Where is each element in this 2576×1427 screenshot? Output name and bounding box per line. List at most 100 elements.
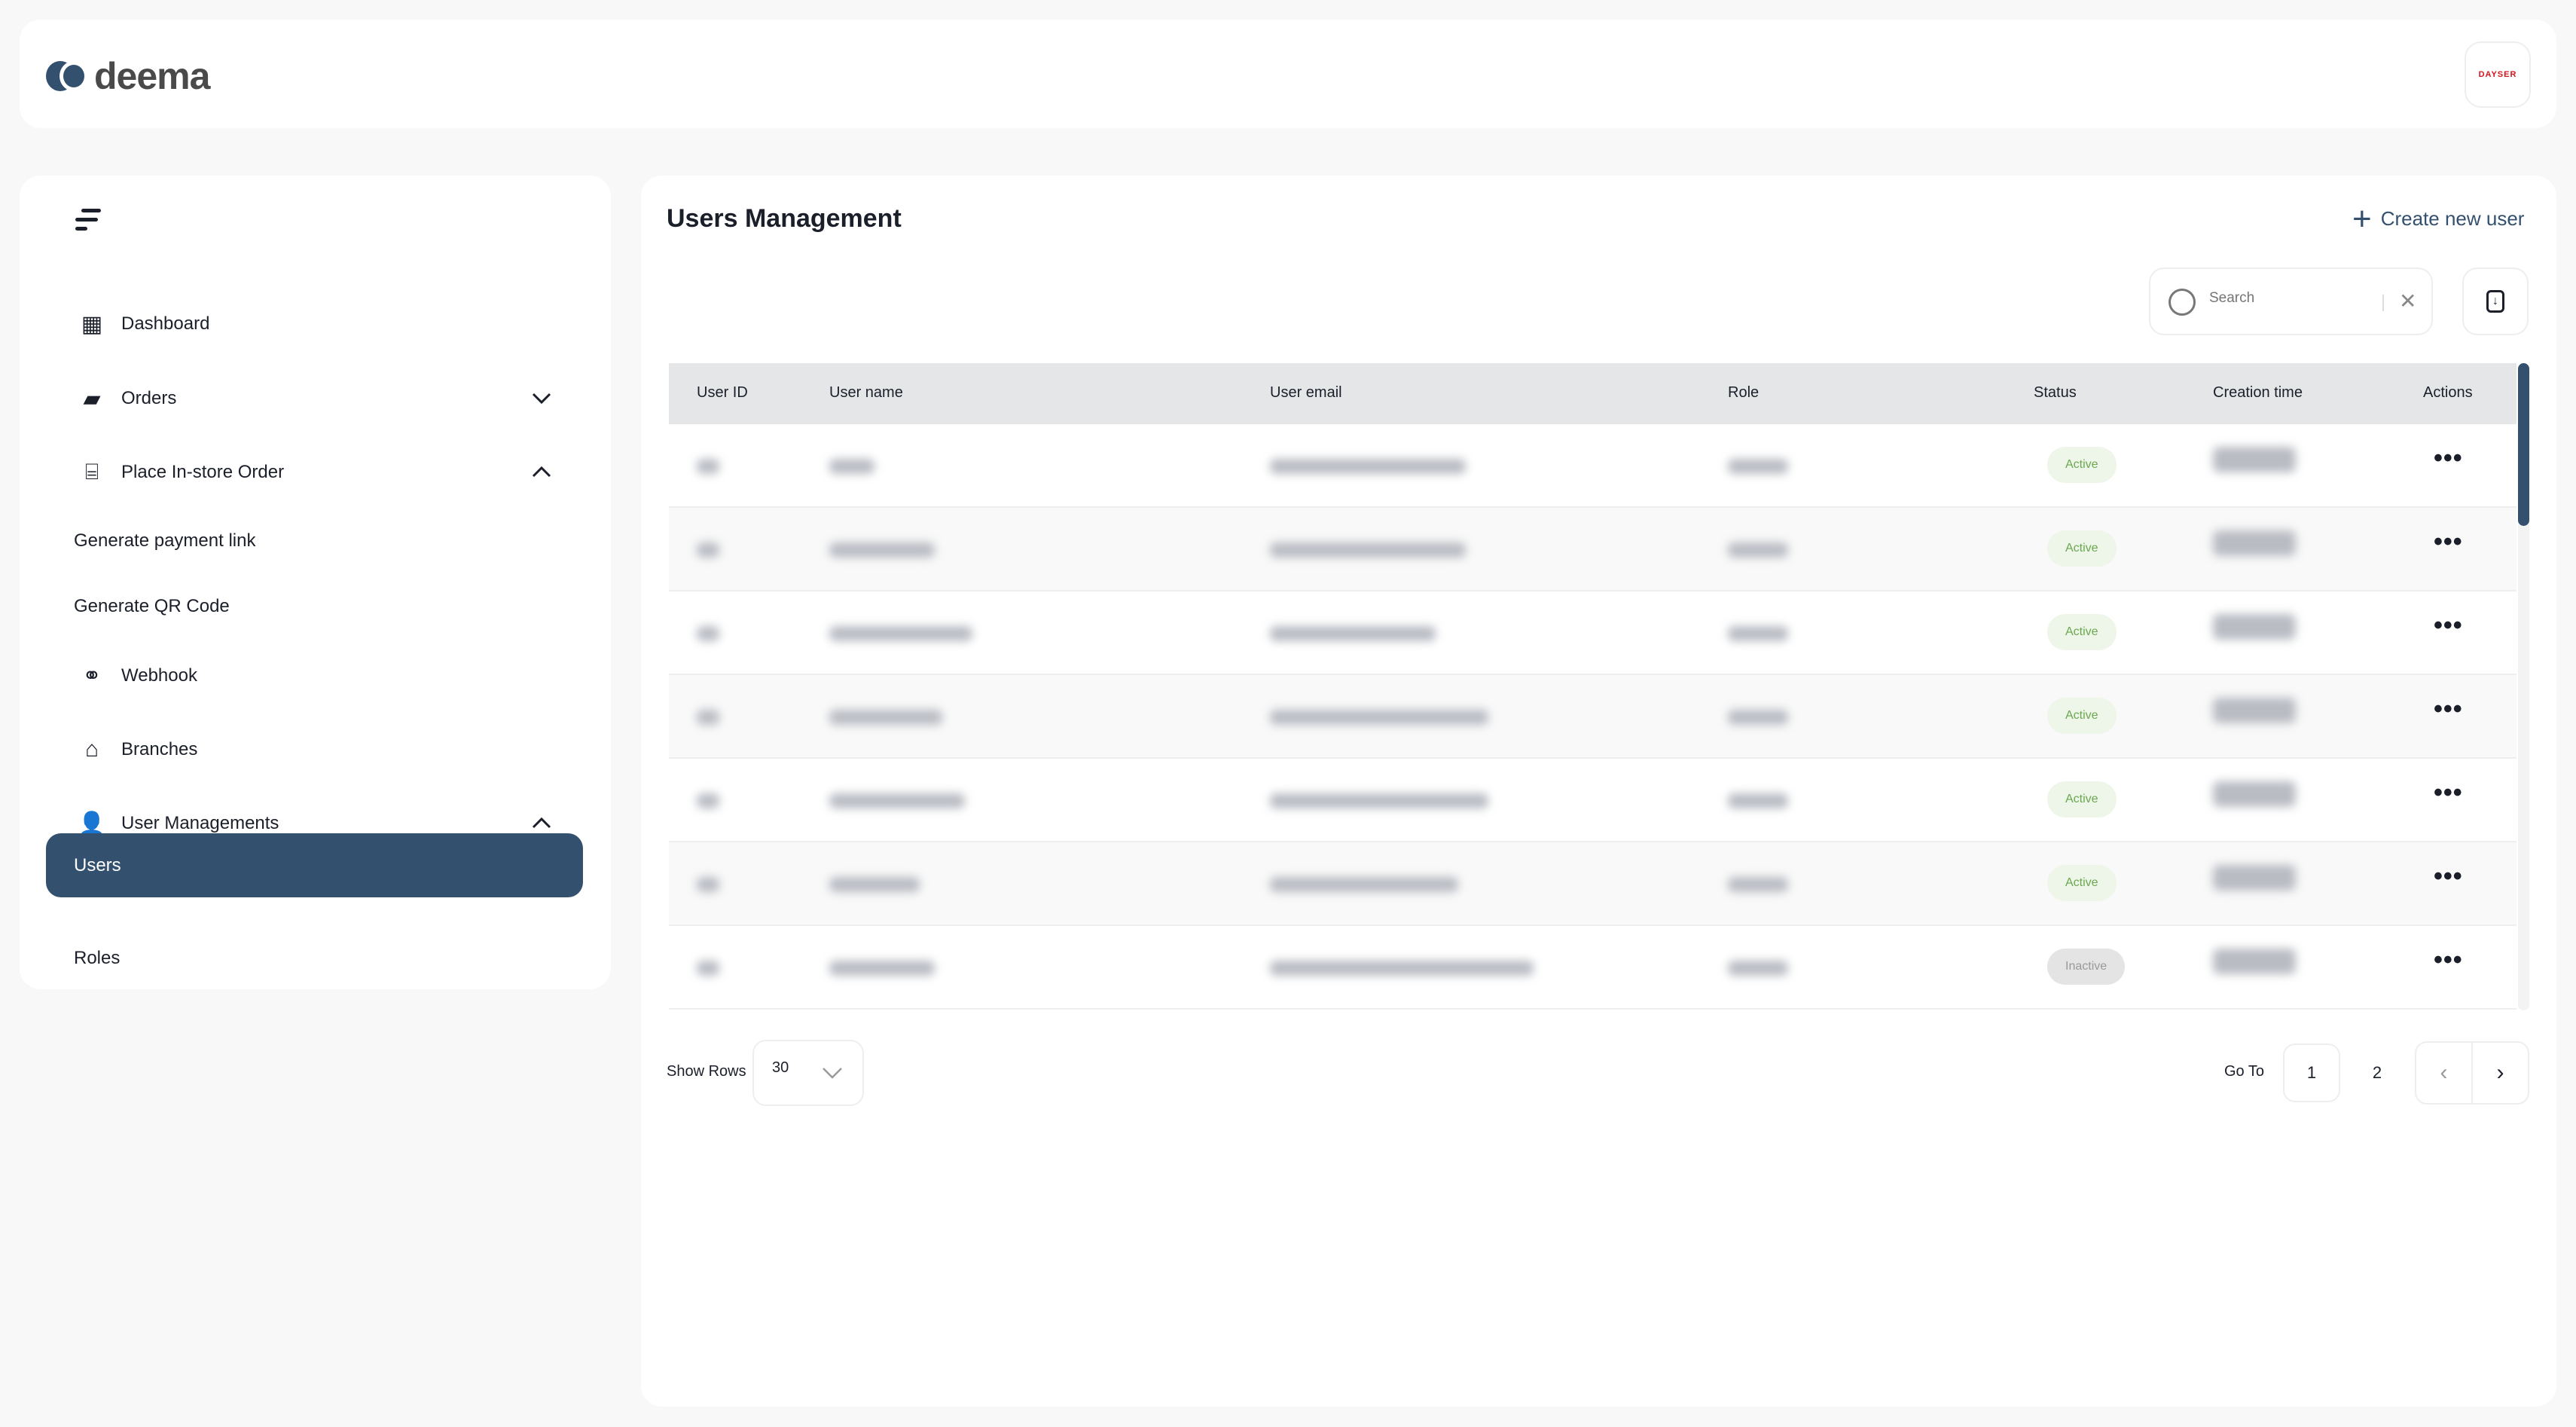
rows-per-page-select[interactable]: 30 bbox=[752, 1040, 864, 1106]
divider bbox=[2382, 295, 2384, 311]
creation-time-redacted bbox=[2213, 698, 2296, 723]
page-number: 1 bbox=[2306, 1063, 2317, 1082]
sidebar-item-label: Branches bbox=[121, 739, 198, 759]
sidebar-item-generate-qr-code[interactable]: Generate QR Code bbox=[20, 576, 611, 637]
sidebar-item-label: Webhook bbox=[121, 665, 197, 686]
show-rows-label: Show Rows bbox=[667, 1063, 746, 1080]
store-icon: ⌂ bbox=[84, 737, 99, 762]
user-id-redacted bbox=[697, 793, 719, 808]
sidebar-item-dashboard[interactable]: ▦ Dashboard bbox=[20, 294, 611, 354]
table-row[interactable]: Active ••• bbox=[669, 508, 2516, 591]
user-name-redacted bbox=[829, 793, 965, 808]
next-page-button[interactable]: › bbox=[2496, 1060, 2504, 1085]
status-badge: Active bbox=[2047, 530, 2117, 567]
page-title: Users Management bbox=[667, 204, 902, 233]
page-1-button[interactable]: 1 bbox=[2283, 1044, 2340, 1102]
menu-toggle-icon[interactable] bbox=[75, 209, 102, 231]
export-button[interactable]: ↓ bbox=[2462, 267, 2529, 335]
scrollbar-thumb[interactable] bbox=[2518, 363, 2529, 526]
status-badge: Active bbox=[2047, 447, 2117, 483]
grid-icon: ▦ bbox=[81, 311, 103, 337]
role-redacted bbox=[1728, 961, 1788, 976]
role-redacted bbox=[1728, 877, 1788, 892]
user-id-redacted bbox=[697, 710, 719, 725]
sidebar-item-label: Dashboard bbox=[121, 313, 210, 334]
creation-time-redacted bbox=[2213, 949, 2296, 974]
more-actions-icon[interactable]: ••• bbox=[2434, 778, 2463, 807]
sidebar-item-generate-payment-link[interactable]: Generate payment link bbox=[20, 511, 611, 571]
sidebar-item-orders[interactable]: ▰ Orders bbox=[20, 368, 611, 429]
role-redacted bbox=[1728, 793, 1788, 808]
sidebar-item-users[interactable]: Users bbox=[46, 833, 583, 897]
creation-time-redacted bbox=[2213, 447, 2296, 472]
search-box: ✕ bbox=[2149, 267, 2433, 335]
creation-time-redacted bbox=[2213, 614, 2296, 640]
sidebar-item-branches[interactable]: ⌂ Branches bbox=[20, 720, 611, 780]
table-row[interactable]: Active ••• bbox=[669, 424, 2516, 508]
create-label: Create new user bbox=[2380, 207, 2525, 230]
download-file-icon: ↓ bbox=[2486, 290, 2504, 313]
column-header[interactable]: Status bbox=[2034, 384, 2077, 401]
more-actions-icon[interactable]: ••• bbox=[2434, 444, 2463, 472]
creation-time-redacted bbox=[2213, 865, 2296, 891]
rows-value: 30 bbox=[772, 1059, 789, 1076]
column-header[interactable]: User email bbox=[1270, 384, 1342, 401]
user-email-redacted bbox=[1270, 877, 1458, 892]
sidebar-item-webhook[interactable]: ⚭ Webhook bbox=[20, 646, 611, 706]
merchant-avatar[interactable]: DAYSER bbox=[2465, 41, 2531, 108]
sidebar-item-label: Roles bbox=[74, 948, 121, 968]
logo-text: deema bbox=[94, 55, 210, 97]
more-actions-icon[interactable]: ••• bbox=[2434, 611, 2463, 640]
column-header[interactable]: Creation time bbox=[2213, 384, 2303, 401]
plus-icon: + bbox=[2352, 200, 2372, 237]
goto-label: Go To bbox=[2224, 1063, 2264, 1080]
table-row[interactable]: Active ••• bbox=[669, 675, 2516, 759]
sidebar-item-roles[interactable]: Roles bbox=[20, 928, 611, 989]
search-input[interactable] bbox=[2209, 290, 2375, 307]
user-id-redacted bbox=[697, 961, 719, 976]
main-panel: Users Management + Create new user ✕ ↓ U… bbox=[641, 176, 2556, 1407]
user-id-redacted bbox=[697, 877, 719, 892]
chevron-down-icon bbox=[823, 1068, 842, 1079]
box-icon: ▰ bbox=[83, 386, 101, 411]
clear-search-icon[interactable]: ✕ bbox=[2399, 289, 2417, 313]
more-actions-icon[interactable]: ••• bbox=[2434, 527, 2463, 556]
chevron-down-icon[interactable] bbox=[532, 389, 551, 408]
sidebar-item-label: User Managements bbox=[121, 813, 279, 833]
more-actions-icon[interactable]: ••• bbox=[2434, 695, 2463, 723]
page-2-button[interactable]: 2 bbox=[2358, 1044, 2396, 1102]
pager-arrows: ‹ › bbox=[2415, 1041, 2529, 1105]
column-header[interactable]: Actions bbox=[2423, 384, 2473, 401]
user-name-redacted bbox=[829, 626, 972, 641]
status-badge: Active bbox=[2047, 781, 2117, 817]
chevron-up-icon[interactable] bbox=[532, 463, 551, 482]
table-scrollbar[interactable] bbox=[2518, 363, 2529, 1010]
column-header[interactable]: Role bbox=[1728, 384, 1760, 401]
column-header[interactable]: User ID bbox=[697, 384, 748, 401]
table-row[interactable]: Inactive ••• bbox=[669, 926, 2516, 1010]
creation-time-redacted bbox=[2213, 530, 2296, 556]
user-name-redacted bbox=[829, 877, 920, 892]
chevron-up-icon[interactable] bbox=[532, 814, 551, 833]
scan-icon: ⌸ bbox=[85, 460, 99, 484]
column-header[interactable]: User name bbox=[829, 384, 903, 401]
prev-page-button[interactable]: ‹ bbox=[2416, 1043, 2473, 1103]
user-name-redacted bbox=[829, 710, 942, 725]
role-redacted bbox=[1728, 459, 1788, 474]
table-row[interactable]: Active ••• bbox=[669, 759, 2516, 842]
table-row[interactable]: Active ••• bbox=[669, 591, 2516, 675]
user-name-redacted bbox=[829, 961, 935, 976]
sidebar-item-label: Orders bbox=[121, 388, 177, 408]
more-actions-icon[interactable]: ••• bbox=[2434, 946, 2463, 974]
sidebar-item-user-managements[interactable]: 👤 User Managements bbox=[20, 793, 611, 854]
more-actions-icon[interactable]: ••• bbox=[2434, 862, 2463, 891]
create-new-user-button[interactable]: + Create new user bbox=[2352, 200, 2525, 237]
deema-logo[interactable]: deema bbox=[46, 54, 210, 98]
user-email-redacted bbox=[1270, 459, 1466, 474]
sidebar-item-label: Generate payment link bbox=[74, 530, 256, 551]
creation-time-redacted bbox=[2213, 781, 2296, 807]
user-name-redacted bbox=[829, 542, 935, 558]
sidebar-item-place-in-store-order[interactable]: ⌸ Place In-store Order bbox=[20, 442, 611, 503]
status-badge: Active bbox=[2047, 865, 2117, 901]
table-row[interactable]: Active ••• bbox=[669, 842, 2516, 926]
